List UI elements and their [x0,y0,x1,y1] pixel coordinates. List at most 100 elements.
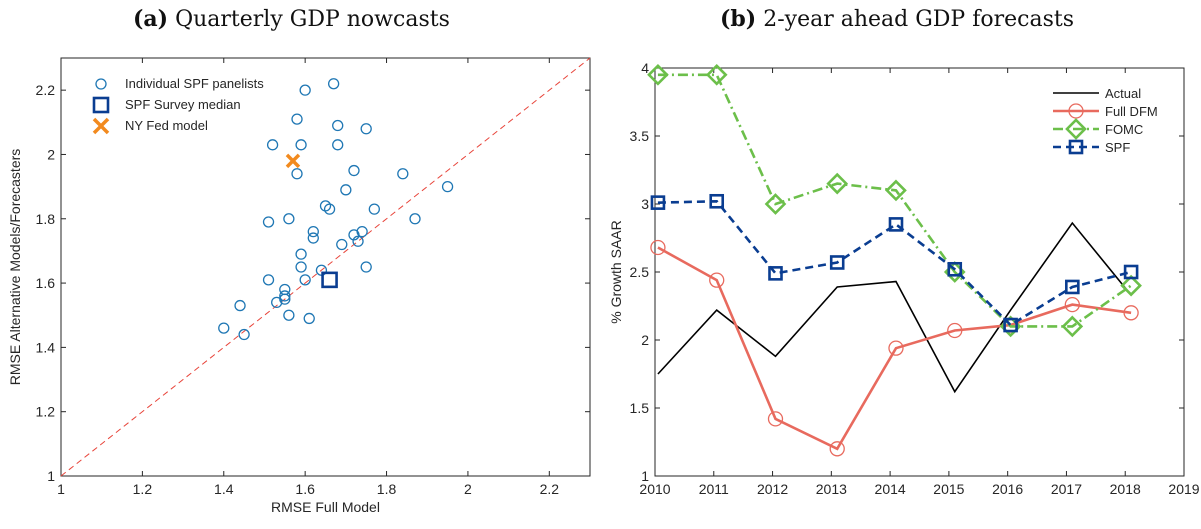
panel-b-y-tick-label: 3.5 [630,128,650,144]
panel-a-series0-point [368,203,380,215]
panel-b-series-3-marker [768,266,783,281]
panel-b-series-3-marker [709,193,725,209]
panel-a-legend-label: NY Fed model [125,118,208,133]
panel-b-series-3-marker [650,195,666,210]
panel-b-x-tick-label: 2014 [875,481,906,497]
panel-b-legend-label: Actual [1105,86,1141,101]
panel-a-series0-point [397,168,409,180]
panel-a-x-tick-label: 1.8 [377,481,397,497]
panel-a-series0-point [218,322,230,334]
panel-b-legend-label: SPF [1105,140,1130,155]
panel-a-series0-point [307,232,319,244]
panel-a-y-tick-label: 2 [47,146,55,162]
panel-a-series0-point [360,261,372,273]
panel-b-series-1-marker [888,340,904,356]
panel-a-series0-point [356,225,368,238]
panel-b-series-2-marker [1061,315,1084,338]
panel-b-legend-marker [1068,139,1084,155]
panel-a-x-tick-label: 1 [57,481,65,497]
panel-b-legend: Actual Full DFM FOMC SPF [1053,86,1158,155]
panel-b-legend-marker [1068,103,1084,119]
panel-a-series0-point [340,184,352,196]
panel-a-x-tick-label: 2 [464,481,472,497]
panel-a-y-tick-label: 1.8 [36,211,56,227]
panel-b-y-tick-label: 1 [641,468,649,484]
panel-a-y-tick-label: 1.2 [36,404,56,420]
panel-b-label: (b) [720,6,757,32]
panel-b-y-axis-label: % Growth SAAR [608,220,624,323]
panel-b-title-text: 2-year ahead GDP forecasts [763,7,1074,32]
panel-a-series0-point [271,296,283,309]
panel-b-series-2-marker [647,63,669,86]
diagonal-reference-line [60,57,591,477]
panel-b-series-3-marker [829,255,845,270]
panel-b-series-3-marker [888,217,904,232]
panel-b-x-tick-label: 2015 [933,481,964,497]
panel-b-series-2-line [657,73,1132,328]
panel-b-series-3-marker [1123,264,1139,280]
panel-a-x-tick-label: 1.4 [214,481,234,497]
panel-b-y-tick-label: 1.5 [630,400,650,416]
panel-a-series1-point [321,271,338,289]
panel-b-legend-label: Full DFM [1105,104,1158,119]
panel-a-axes-box [60,57,591,477]
panel-b-series-2-marker [705,63,728,86]
panel-a-series0-point [262,216,275,228]
panel-b-series-1-marker [650,239,666,256]
panel-a-series0-point [291,168,303,180]
panel-b-series-2-marker [764,193,787,215]
panel-a-series0-point [262,274,275,286]
panel-a-series0-point [441,180,454,193]
panel-a-label: (a) [133,6,169,32]
panel-a-series0-point [295,139,307,151]
panel-b-title: (b) 2-year ahead GDP forecasts [720,6,1074,32]
panel-a-x-tick-label: 2.2 [540,481,560,497]
panel-b-series-1-line [657,246,1132,451]
panel-b-series-2-marker [1120,274,1142,297]
panel-b-x-tick-label: 2017 [1051,481,1082,497]
panel-b-x-tick-label: 2019 [1168,481,1199,497]
panel-a-series0-point [332,139,344,151]
panel-a-legend: Individual SPF panelists SPF Survey media… [92,76,264,135]
panel-a-y-tick-label: 1.6 [36,275,56,291]
panel-a-series0-point [323,203,336,215]
panel-a-series0-point [266,139,279,151]
panel-b-series-1-marker [1123,305,1139,321]
panel-b-legend-marker [1065,118,1087,140]
panel-b-series-1-marker [829,441,845,457]
panel-a-series0-point [295,248,307,260]
panel-a-series0-point [360,123,372,135]
panel-b-y-tick-label: 4 [641,60,649,76]
panel-a-series0-point [332,119,344,132]
panel-b-y-tick-label: 2.5 [630,264,650,280]
panel-b-series-3-marker [1003,317,1018,333]
panel-a-title-text: Quarterly GDP nowcasts [175,7,450,32]
panel-a-series0-point [283,213,295,225]
panel-a-x-tick-label: 1.6 [295,481,315,497]
panel-a-series2-point-stroke [285,153,301,169]
panel-b-series-3-line [657,199,1132,327]
panel-b-series-1-marker [947,322,963,339]
legend-marker-circle [95,78,107,90]
panel-a-series0-point [307,225,319,238]
panel-a-series0-point [283,309,295,321]
panel-a-series0-point [352,235,364,247]
panel-a-series0-point [409,213,421,225]
panel-a-series0-point [279,290,291,302]
panel-a-title: (a) Quarterly GDP nowcasts [133,6,450,32]
panel-b-x-tick-label: 2016 [992,481,1023,497]
panel-a-legend-label: Individual SPF panelists [125,76,264,91]
panel-b-x-tick-label: 2011 [699,481,729,497]
legend-marker-x-stroke [92,117,110,135]
panel-b-series-2-marker [885,179,907,202]
panel-b-y-tick-label: 2 [641,332,649,348]
panel-a-y-tick-label: 1.4 [36,339,56,355]
panel-a-series0-point [291,113,303,125]
panel-b-x-tick-label: 2018 [1110,481,1141,497]
panel-b-series-2-marker [826,172,849,195]
panel-b-series-1-marker [1064,296,1080,313]
panel-a-series0-point [234,299,246,312]
panel-a-y-tick-label: 2.2 [36,82,56,98]
panel-b-series-3-marker [947,261,963,277]
